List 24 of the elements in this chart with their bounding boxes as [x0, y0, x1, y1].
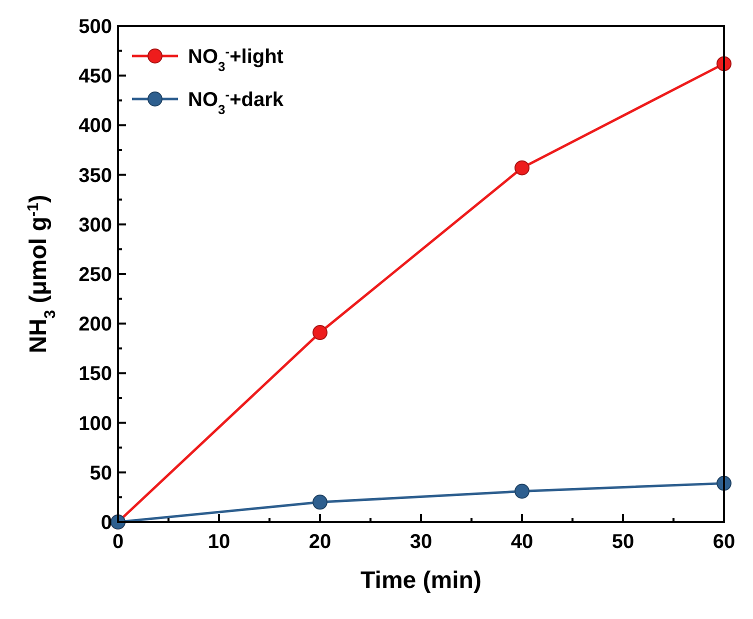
x-tick-label: 50 — [612, 531, 634, 553]
x-tick-label: 30 — [410, 531, 432, 553]
point — [514, 484, 530, 499]
y-tick-label: 500 — [78, 16, 112, 38]
point — [514, 160, 530, 176]
y-tick-label: 200 — [78, 314, 112, 336]
y-tick-label: 0 — [100, 512, 112, 534]
x-tick-label: 20 — [308, 531, 332, 553]
x-tick-label: 60 — [712, 531, 736, 553]
y-tick-label: 450 — [78, 66, 112, 88]
x-axis-title: Time (min) — [360, 567, 482, 594]
x-tick-label: 10 — [208, 531, 230, 553]
legend-label: NO$_{3}$$^{-}$+light — [188, 44, 284, 74]
y-tick-label: 100 — [78, 412, 112, 435]
point — [312, 325, 328, 340]
legend-label: NO$_{3}$$^{-}$+dark — [188, 86, 284, 116]
x-tick-label: 40 — [510, 531, 534, 553]
y-tick-label: 400 — [78, 115, 112, 138]
y-tick-label: 300 — [78, 214, 112, 236]
y-tick-label: 50 — [90, 462, 112, 484]
point — [312, 494, 328, 510]
y-tick-label: 150 — [78, 363, 112, 386]
y-tick-label: 250 — [78, 264, 112, 286]
y-tick-label: 350 — [78, 164, 112, 187]
